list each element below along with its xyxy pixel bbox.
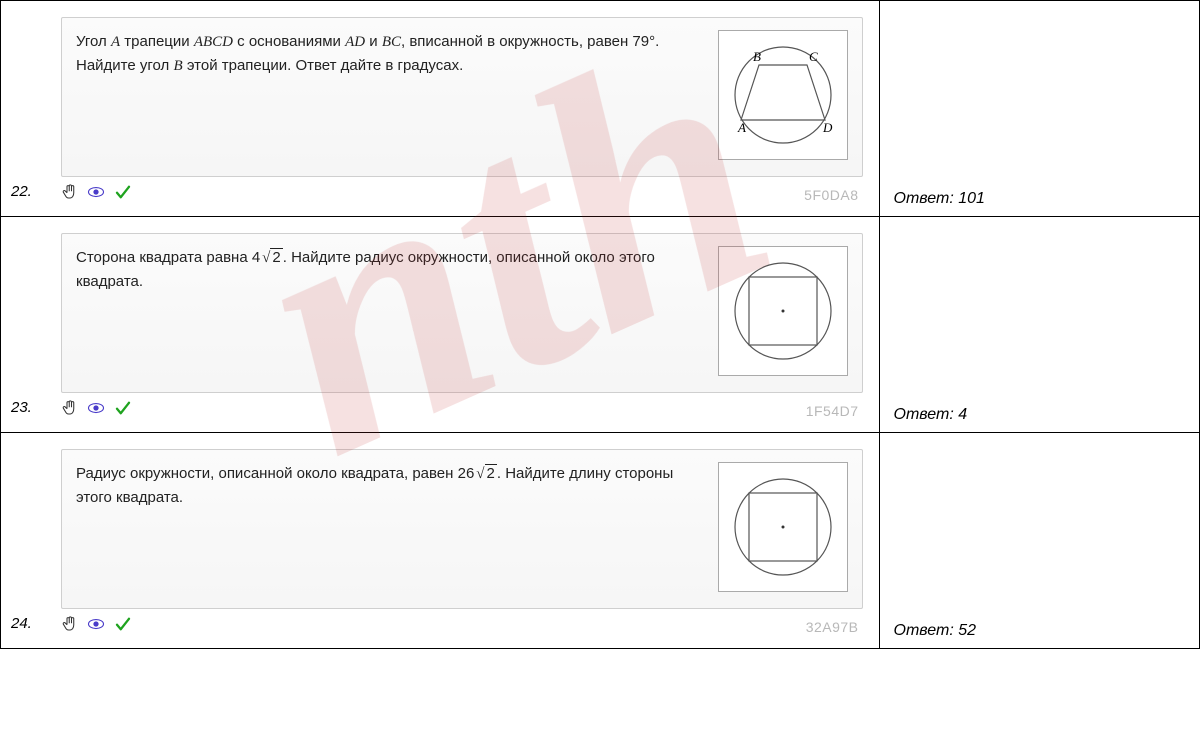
problem-text: Сторона квадрата равна 42. Найдите радиу… <box>76 246 704 294</box>
problem-number: 23. <box>11 399 32 416</box>
eye-icon[interactable] <box>87 617 105 636</box>
problem-code: 1F54D7 <box>806 403 859 419</box>
table-row: 23. Сторона квадрата равна 42. Найдите р… <box>1 217 1199 433</box>
problem-number: 22. <box>11 183 32 200</box>
problem-number: 24. <box>11 615 32 632</box>
check-icon[interactable] <box>113 399 133 422</box>
table-row: 22. Угол A трапеции ABCD с основаниями A… <box>1 1 1199 217</box>
hand-icon[interactable] <box>61 615 79 638</box>
answer-text: Ответ: 52 <box>894 622 977 640</box>
problems-table: 22. Угол A трапеции ABCD с основаниями A… <box>0 0 1200 649</box>
label-C: C <box>809 49 818 64</box>
problem-figure <box>718 462 848 592</box>
check-icon[interactable] <box>113 615 133 638</box>
answer-cell: Ответ: 4 <box>880 217 1199 432</box>
hand-icon[interactable] <box>61 183 79 206</box>
problem-cell: 24. Радиус окружности, описанной около к… <box>1 433 880 648</box>
problem-text: Радиус окружности, описанной около квадр… <box>76 462 704 510</box>
eye-icon[interactable] <box>87 401 105 420</box>
problem-figure <box>718 246 848 376</box>
check-icon[interactable] <box>113 183 133 206</box>
problem-cell: 22. Угол A трапеции ABCD с основаниями A… <box>1 1 880 216</box>
problem-code: 32A97B <box>806 619 859 635</box>
label-B: B <box>753 49 761 64</box>
eye-icon[interactable] <box>87 185 105 204</box>
hand-icon[interactable] <box>61 399 79 422</box>
problem-cell: 23. Сторона квадрата равна 42. Найдите р… <box>1 217 880 432</box>
label-D: D <box>822 120 833 135</box>
problem-card: Угол A трапеции ABCD с основаниями AD и … <box>61 17 863 177</box>
answer-cell: Ответ: 101 <box>880 1 1199 216</box>
problem-figure: A B C D <box>718 30 848 160</box>
answer-cell: Ответ: 52 <box>880 433 1199 648</box>
answer-text: Ответ: 101 <box>894 190 985 208</box>
table-row: 24. Радиус окружности, описанной около к… <box>1 433 1199 648</box>
problem-text: Угол A трапеции ABCD с основаниями AD и … <box>76 30 704 79</box>
problem-code: 5F0DA8 <box>804 187 858 203</box>
problem-card: Сторона квадрата равна 42. Найдите радиу… <box>61 233 863 393</box>
problem-card: Радиус окружности, описанной около квадр… <box>61 449 863 609</box>
answer-text: Ответ: 4 <box>894 406 968 424</box>
label-A: A <box>737 120 746 135</box>
